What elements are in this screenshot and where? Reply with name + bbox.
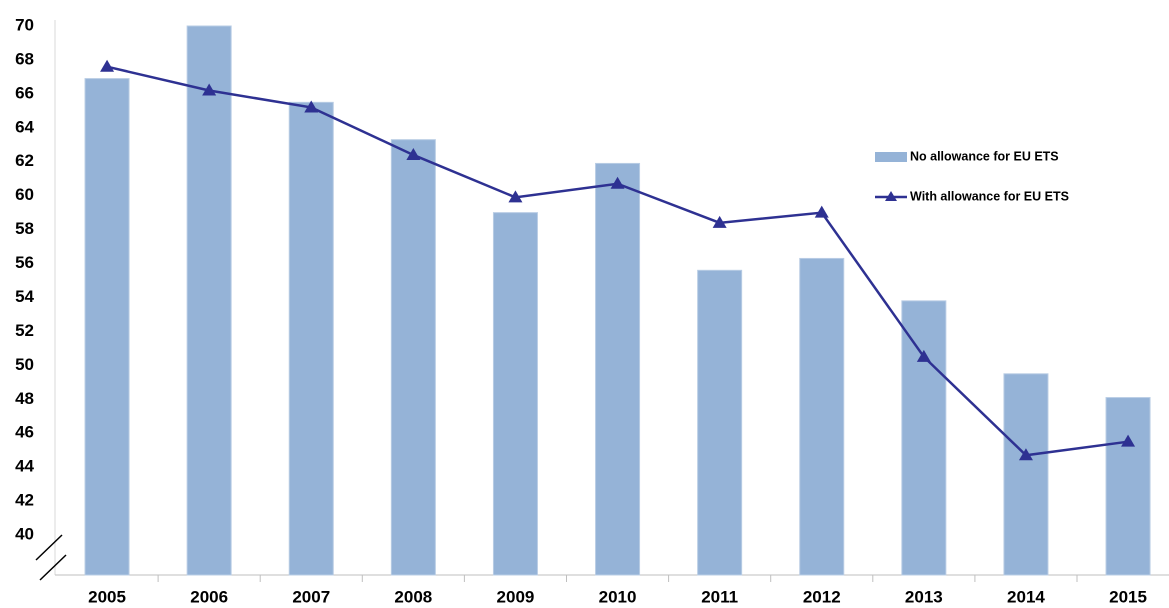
marker <box>202 83 217 96</box>
marker <box>916 349 931 362</box>
y-tick-label: 46 <box>15 423 34 442</box>
x-tick-label: 2008 <box>394 587 432 606</box>
x-tick-label: 2012 <box>803 587 841 606</box>
y-tick-label: 52 <box>15 321 34 340</box>
y-tick-label: 50 <box>15 355 34 374</box>
x-tick-label: 2014 <box>1007 587 1045 606</box>
y-tick-label: 42 <box>15 491 34 510</box>
y-tick-label: 48 <box>15 389 34 408</box>
bar <box>288 101 334 576</box>
bar <box>799 257 845 576</box>
bar <box>390 139 436 576</box>
axis-break <box>35 534 63 561</box>
x-tick-label: 2010 <box>599 587 637 606</box>
marker <box>508 190 523 203</box>
bar <box>492 212 538 576</box>
y-tick-label: 40 <box>15 524 34 543</box>
marker <box>610 176 625 189</box>
bar <box>697 269 743 576</box>
marker <box>814 205 829 218</box>
legend-label: With allowance for EU ETS <box>910 189 1069 203</box>
y-tick-label: 66 <box>15 83 34 102</box>
bar <box>84 78 130 576</box>
y-tick-label: 44 <box>15 457 34 476</box>
y-tick-label: 56 <box>15 253 34 272</box>
bar <box>595 162 641 576</box>
bar <box>186 25 232 576</box>
x-tick-label: 2013 <box>905 587 943 606</box>
legend-swatch <box>875 152 907 162</box>
x-tick-label: 2015 <box>1109 587 1147 606</box>
x-tick-label: 2006 <box>190 587 228 606</box>
y-tick-label: 68 <box>15 49 34 68</box>
x-tick-label: 2005 <box>88 587 126 606</box>
marker <box>712 215 727 228</box>
y-tick-label: 62 <box>15 151 34 170</box>
y-tick-label: 54 <box>15 287 34 306</box>
marker <box>1121 434 1136 447</box>
bar <box>901 300 947 576</box>
y-tick-label: 58 <box>15 219 34 238</box>
bar <box>1003 373 1049 576</box>
marker <box>406 147 421 160</box>
axis-break <box>39 554 67 581</box>
marker <box>304 100 319 113</box>
x-tick-label: 2007 <box>292 587 330 606</box>
marker <box>1018 448 1033 461</box>
legend-label: No allowance for EU ETS <box>910 149 1059 163</box>
x-tick-label: 2009 <box>497 587 535 606</box>
y-tick-label: 60 <box>15 185 34 204</box>
y-tick-label: 64 <box>15 117 34 136</box>
x-tick-label: 2011 <box>701 587 738 606</box>
legend-marker <box>885 191 897 201</box>
bar <box>1105 397 1151 576</box>
y-tick-label: 70 <box>15 15 34 34</box>
marker <box>100 59 115 72</box>
